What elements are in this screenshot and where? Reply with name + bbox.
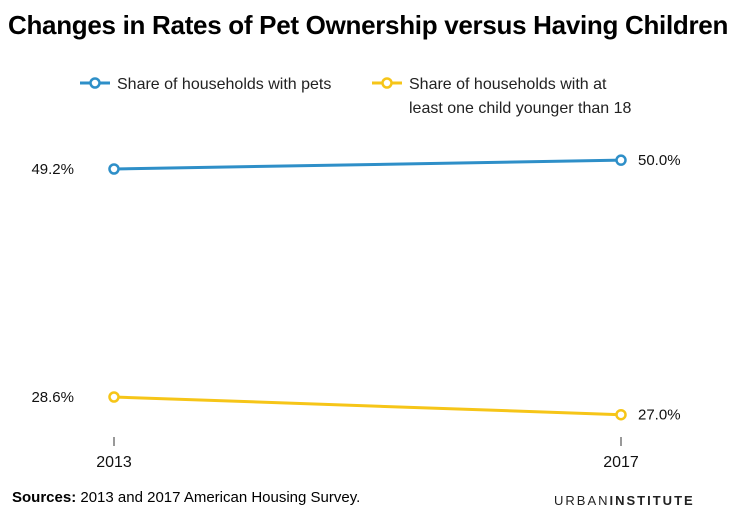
data-label-0-1: 50.0% — [638, 152, 681, 169]
x-tick-label-2017: 2017 — [603, 454, 639, 471]
data-point-1-0 — [108, 391, 120, 403]
chart-title: Changes in Rates of Pet Ownership versus… — [8, 10, 729, 40]
legend-label-1-1: least one child younger than 18 — [409, 100, 631, 117]
source-label: Sources: — [12, 489, 77, 506]
series-line-0 — [113, 158, 622, 171]
legend-label-0-0: Share of households with pets — [117, 76, 331, 93]
data-label-0-0: 49.2% — [31, 161, 74, 178]
x-axis: 2013 2017 — [96, 437, 639, 471]
legend-marker-1 — [381, 77, 393, 89]
series-group: 49.2% 50.0% 28.6% 27.0% — [31, 152, 680, 424]
data-point-1-1 — [615, 408, 627, 421]
brand-institute: INSTITUTE — [609, 493, 695, 508]
source-text: 2013 and 2017 American Housing Survey. — [80, 489, 361, 506]
data-point-0-1 — [615, 154, 627, 166]
series-line-1 — [113, 395, 622, 417]
legend-marker-0 — [89, 77, 101, 89]
legend: Share of households with pets Share of ho… — [80, 76, 631, 117]
brand-urban: URBAN — [554, 493, 610, 508]
data-label-1-1: 27.0% — [638, 407, 681, 424]
legend-label-1-0: Share of households with at — [409, 76, 607, 93]
x-tick-label-2013: 2013 — [96, 454, 132, 471]
source-note: Sources: 2013 and 2017 American Housing … — [12, 489, 360, 506]
urban-institute-logo: URBANINSTITUTE — [554, 493, 695, 508]
data-label-1-0: 28.6% — [31, 389, 74, 406]
data-point-0-0 — [108, 163, 120, 175]
